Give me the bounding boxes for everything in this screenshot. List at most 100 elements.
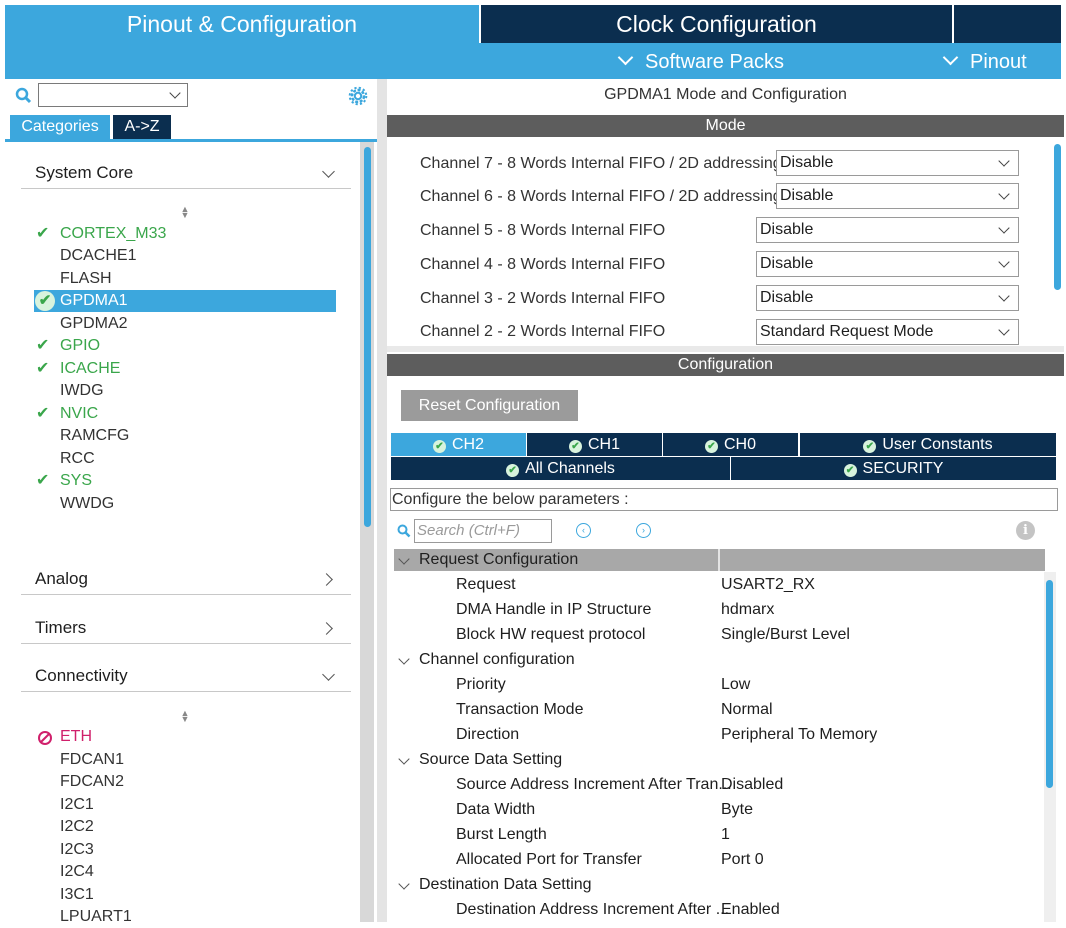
mode-select[interactable]: Disable [776,150,1019,176]
mode-select[interactable]: Disable [756,285,1019,311]
param-value[interactable]: Disabled [721,776,784,793]
peripheral-item[interactable]: LPUART1 [60,908,132,925]
group-connectivity[interactable]: Connectivity [21,661,351,692]
tree-section-title[interactable]: Channel configuration [419,651,575,668]
param-value[interactable]: hdmarx [721,601,775,618]
info-icon[interactable]: i [1016,521,1035,540]
peripheral-item[interactable]: FDCAN2 [60,773,125,790]
peripheral-item[interactable]: ICACHE [60,360,121,377]
tab-ch0[interactable]: ✔ CH0 [663,433,798,456]
tab-a-z[interactable]: A->Z [113,115,171,139]
search-combo[interactable] [38,83,188,107]
peripheral-item[interactable]: I2C1 [60,796,94,813]
selected-row-highlight [34,290,336,312]
panel-splitter[interactable] [377,79,387,922]
group-label: System Core [35,163,134,182]
search-input[interactable]: Search (Ctrl+F) [414,519,552,543]
mode-select-value: Disable [760,221,814,238]
gear-icon[interactable] [347,85,369,112]
check-icon: ✔ [843,464,857,477]
tab-security[interactable]: ✔ SECURITY [731,457,1056,480]
tab-label: CH1 [587,436,620,453]
mode-select[interactable]: Disable [756,251,1019,277]
chevron-down-icon [998,324,1010,336]
reset-configuration-button[interactable]: Reset Configuration [401,390,578,421]
sort-icon[interactable]: ▲ ▼ [180,204,190,220]
menu-software-packs[interactable]: Software Packs [617,43,784,79]
mode-select[interactable]: Disable [756,217,1019,243]
param-value[interactable]: Normal [721,701,773,718]
tree-scrollbar-thumb[interactable] [1046,580,1053,788]
param-value[interactable]: Byte [721,801,754,818]
mode-scrollbar-thumb[interactable] [1054,144,1061,290]
param-name: Allocated Port for Transfer [456,851,642,868]
param-value[interactable]: Single/Burst Level [721,626,850,643]
menu-software-packs-label: Software Packs [645,51,784,73]
chevron-down-icon[interactable] [398,653,410,665]
group-label: Analog [35,569,88,588]
tab-ch1[interactable]: ✔ CH1 [527,433,662,456]
peripheral-item[interactable]: CORTEX_M33 [60,225,167,242]
check-icon: ✔ [568,440,582,453]
tab-label: All Channels [525,460,615,477]
group-label: Timers [35,618,87,637]
search-icon[interactable] [397,524,411,543]
peripheral-item[interactable]: SYS [60,472,93,489]
param-name: Request [456,576,516,593]
peripheral-item[interactable]: I3C1 [60,886,94,903]
peripheral-item[interactable]: FDCAN1 [60,751,125,768]
check-icon: ✔ [35,291,55,311]
peripheral-item[interactable]: FLASH [60,270,112,287]
chevron-down-icon[interactable] [398,753,410,765]
peripheral-item-selected[interactable]: GPDMA1 [60,292,128,309]
group-analog[interactable]: Analog [21,564,351,595]
peripheral-item[interactable]: GPDMA2 [60,315,128,332]
next-result-icon[interactable]: › [636,523,651,538]
tab-pinout-configuration[interactable]: Pinout & Configuration [5,5,479,43]
param-value[interactable]: Peripheral To Memory [721,726,878,743]
mode-section-divider[interactable] [387,346,1064,352]
sort-icon[interactable]: ▲ ▼ [180,708,190,724]
param-name: Block HW request protocol [456,626,646,643]
tab-categories[interactable]: Categories [10,115,110,139]
peripheral-item[interactable]: I2C2 [60,818,94,835]
mode-select[interactable]: Disable [776,183,1019,209]
tab-underline [5,139,377,142]
peripheral-item[interactable]: ETH [60,728,92,745]
tab-more[interactable] [954,5,1061,43]
tab-ch2[interactable]: ✔ CH2 [391,433,526,456]
peripheral-item[interactable]: DCACHE1 [60,247,137,264]
menu-pinout[interactable]: Pinout [942,43,1027,79]
param-value[interactable]: USART2_RX [721,576,815,593]
param-name: Destination Address Increment After ... [456,901,730,918]
search-icon[interactable] [15,87,33,110]
left-scrollbar-thumb[interactable] [364,147,371,527]
peripheral-item[interactable]: I2C3 [60,841,94,858]
chevron-down-icon [998,290,1010,302]
peripheral-item[interactable]: NVIC [60,405,99,422]
peripheral-item[interactable]: RAMCFG [60,427,130,444]
tree-section-title[interactable]: Request Configuration [419,551,579,568]
param-value[interactable]: Low [721,676,751,693]
tab-all-channels[interactable]: ✔ All Channels [391,457,730,480]
param-name: Burst Length [456,826,547,843]
mode-select[interactable]: Standard Request Mode [756,319,1019,345]
peripheral-item[interactable]: I2C4 [60,863,94,880]
tab-user-constants[interactable]: ✔ User Constants [800,433,1056,456]
tree-section-title[interactable]: Destination Data Setting [419,876,592,893]
peripheral-item[interactable]: IWDG [60,382,104,399]
chevron-down-icon [322,668,335,681]
tab-clock-configuration[interactable]: Clock Configuration [481,5,952,43]
peripheral-item[interactable]: WWDG [60,495,115,512]
mode-row-label: Channel 6 - 8 Words Internal FIFO / 2D a… [420,188,782,205]
group-timers[interactable]: Timers [21,613,351,644]
previous-result-icon[interactable]: ‹ [576,523,591,538]
chevron-down-icon[interactable] [398,878,410,890]
param-value[interactable]: 1 [721,826,730,843]
param-value[interactable]: Port 0 [721,851,764,868]
peripheral-item[interactable]: RCC [60,450,95,467]
group-system-core[interactable]: System Core [21,158,351,189]
tree-section-title[interactable]: Source Data Setting [419,751,563,768]
peripheral-item[interactable]: GPIO [60,337,101,354]
param-value[interactable]: Enabled [721,901,780,918]
